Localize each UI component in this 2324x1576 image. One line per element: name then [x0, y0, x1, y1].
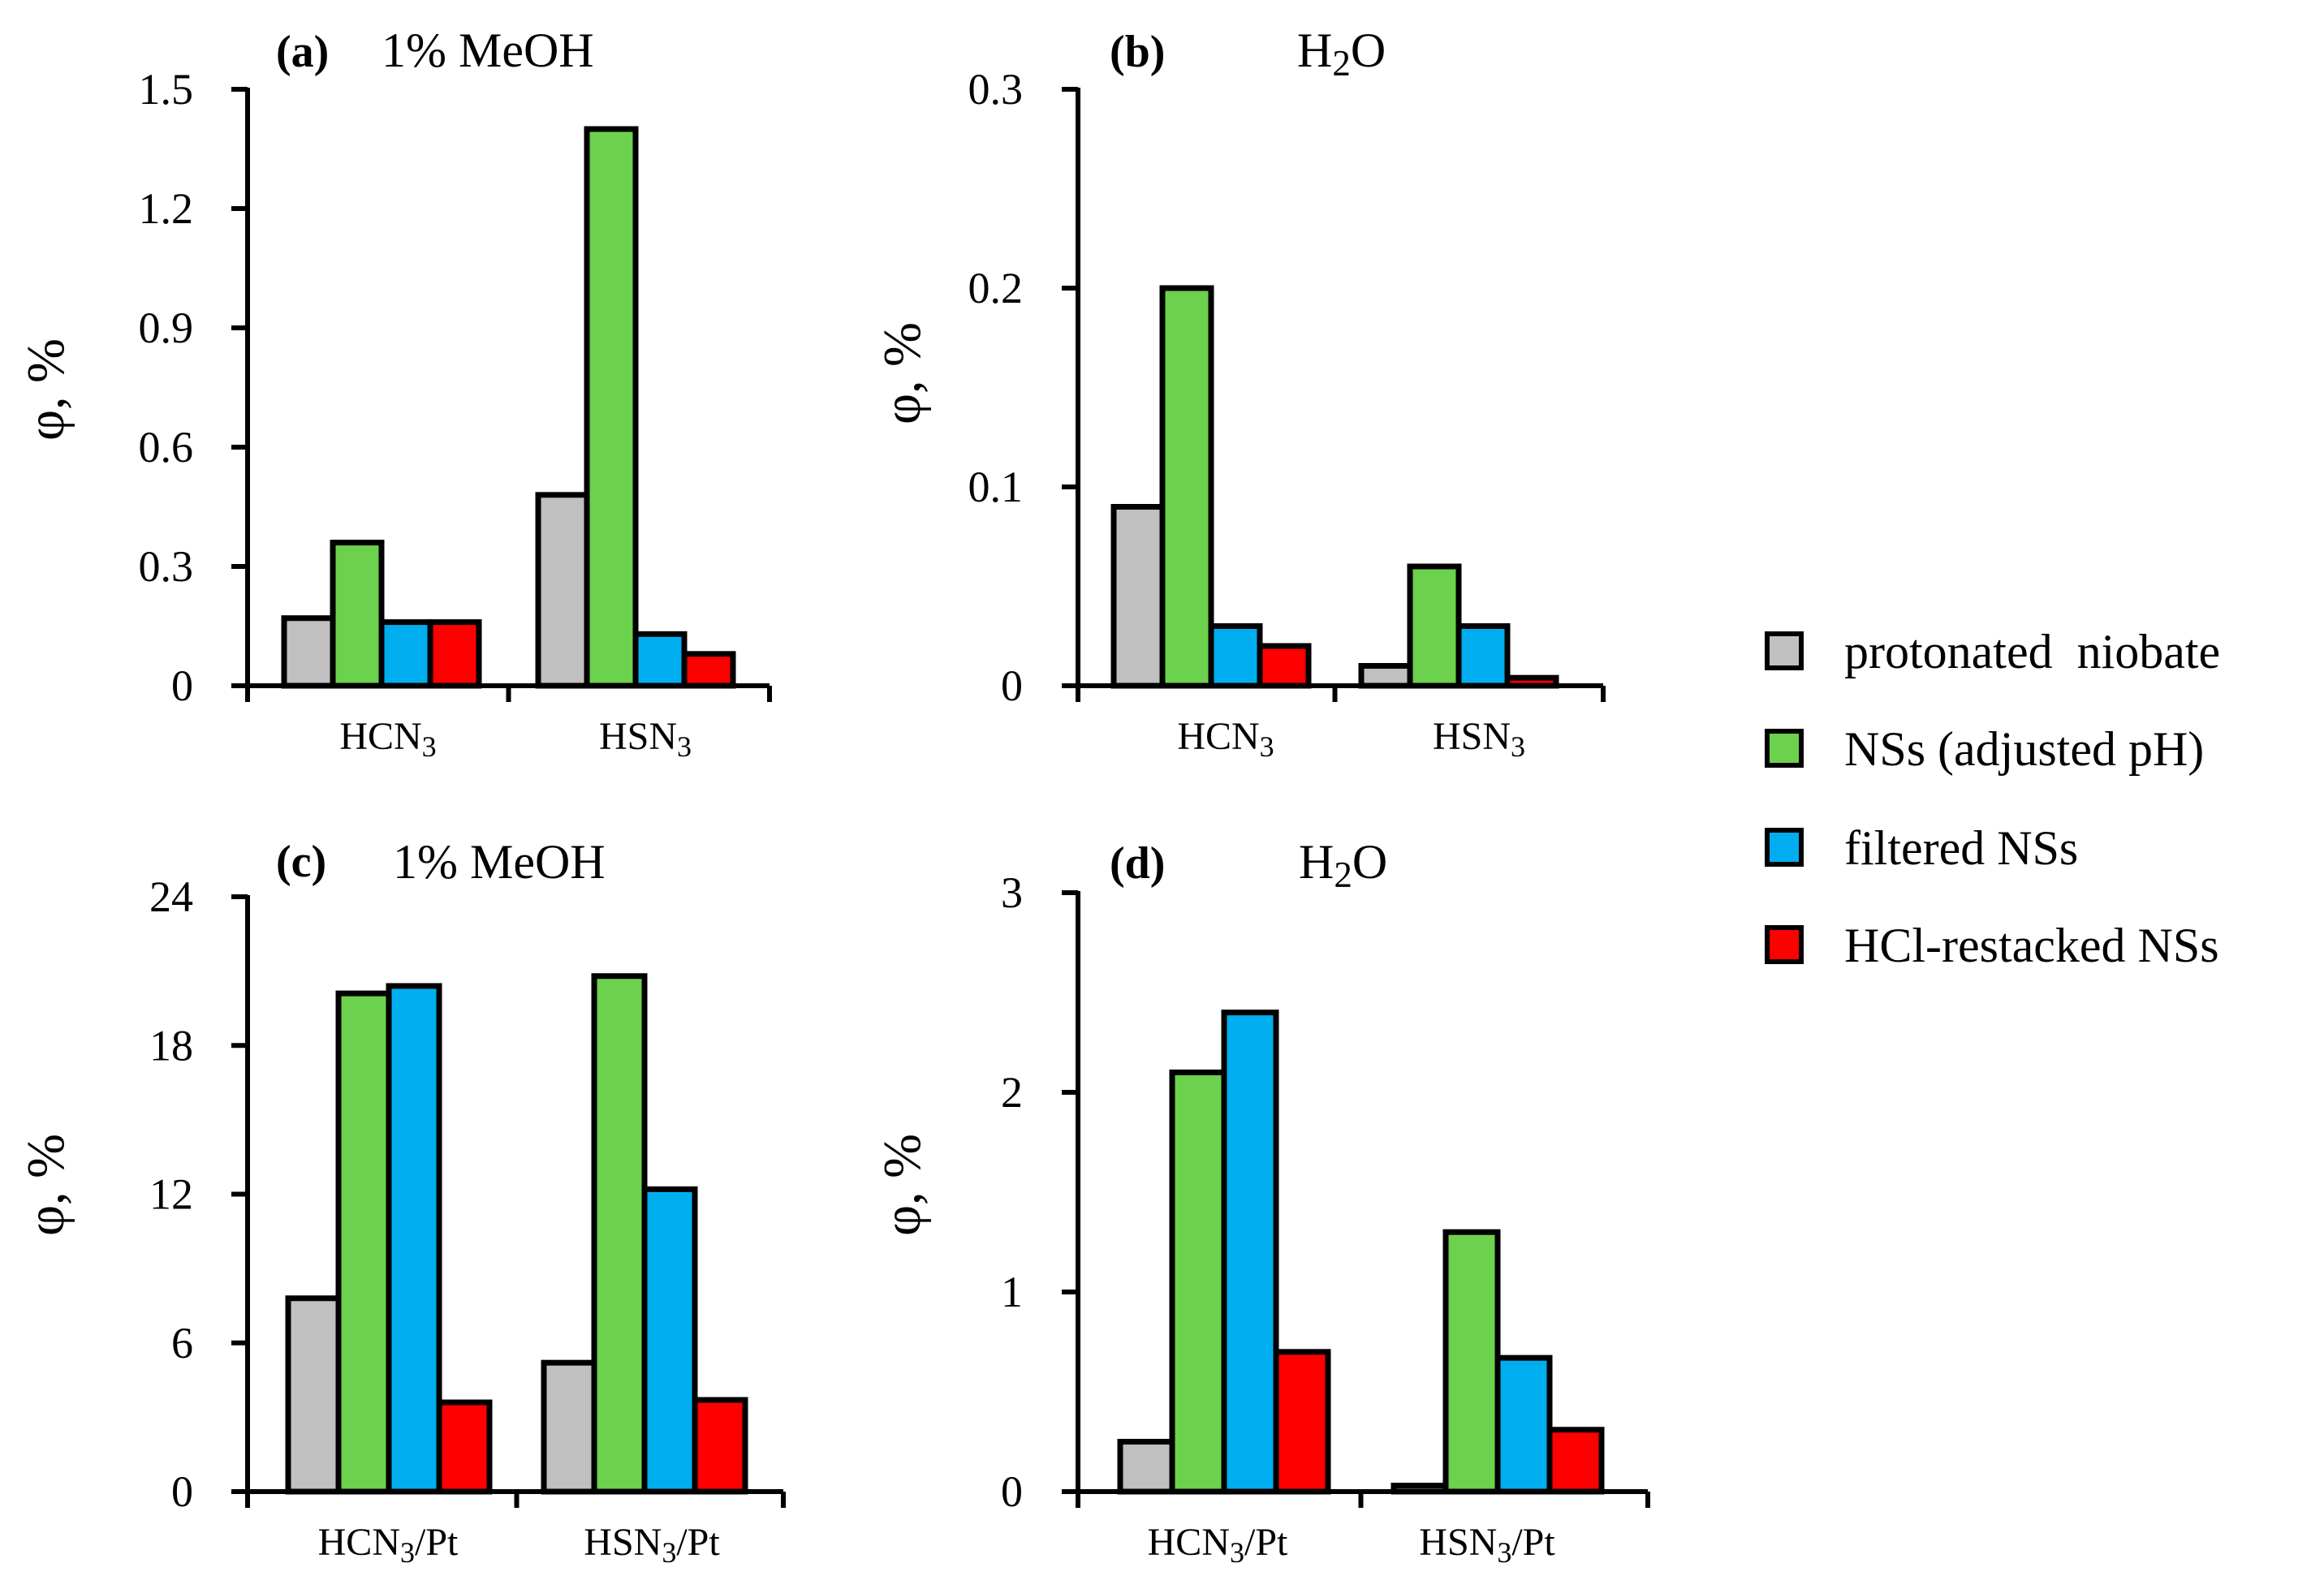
x-category-label: HSN3: [1433, 715, 1525, 763]
legend-swatch: [1765, 631, 1804, 670]
x-category-label: HSN3/Pt: [1419, 1521, 1555, 1569]
y-tick-label: 0.1: [968, 463, 1024, 511]
bar-hcl-restacked-nss-hcn: [1273, 1349, 1331, 1495]
bar-protonated-niobate-hsn: [535, 492, 590, 689]
chart-panel-4: 0 1 2 3 HCN3/Pt HSN3/Pt (d) H2O φ, %: [873, 835, 1650, 1569]
legend-swatch: [1765, 828, 1804, 867]
bar-filtered-nss-hsn: [1494, 1354, 1553, 1495]
y-axis-label: φ, %: [16, 338, 75, 441]
legend-label: filtered NSs: [1844, 821, 2078, 875]
y-tick-label: 6: [171, 1319, 193, 1367]
bar-hcl-restacked-nss-hcn: [1257, 643, 1312, 689]
bar-filtered-nss-hcn: [1208, 623, 1263, 689]
bar-protonated-niobate-hcn: [1110, 504, 1166, 689]
bar-protonated-niobate-hcn: [1117, 1439, 1175, 1495]
y-tick-label: 0.3: [968, 65, 1024, 114]
x-category-label: HCN3/Pt: [1148, 1521, 1288, 1569]
bar-nss-adjusted-ph--hcn: [1169, 1069, 1227, 1495]
legend-swatch: [1765, 925, 1804, 964]
bar-hcl-restacked-nss-hsn: [681, 651, 736, 689]
legend-swatch: [1765, 729, 1804, 768]
panel-condition: 1% MeOH: [382, 24, 594, 77]
y-tick-label: 0: [1001, 661, 1023, 710]
bar-hcl-restacked-nss-hcn: [436, 1399, 493, 1495]
bar-protonated-niobate-hcn: [281, 615, 336, 689]
bar-protonated-niobate-hcn: [285, 1295, 342, 1495]
x-category-label: HCN3/Pt: [318, 1521, 459, 1569]
chart-panel-3: 0 6 12 18 24 HCN3/Pt HSN3/Pt (c) 1% MeOH φ, %: [16, 835, 786, 1569]
bar-filtered-nss-hsn: [632, 631, 688, 689]
legend-label: NSs (adjusted pH): [1844, 722, 2204, 776]
chart-panel-1: 0 0.3 0.6 0.9 1.2 1.5 HCN3 HSN3 (a) 1% MeOH φ, %: [16, 24, 772, 763]
bar-hcl-restacked-nss-hsn: [1546, 1427, 1605, 1495]
panel-condition: H2O: [1299, 835, 1387, 895]
y-tick-label: 0.3: [139, 542, 194, 591]
panel-letter: (a): [276, 27, 329, 77]
x-category-label: HSN3: [599, 715, 692, 763]
panel-condition: 1% MeOH: [393, 835, 606, 889]
y-tick-label: 2: [1001, 1068, 1023, 1117]
legend-label: protonated niobate: [1844, 625, 2220, 678]
y-axis-label: φ, %: [16, 1134, 75, 1236]
chart-panel-2: 0 0.1 0.2 0.3 HCN3 HSN3 (b) H2O φ, %: [873, 24, 1606, 763]
bar-filtered-nss-hcn: [1221, 1010, 1279, 1495]
legend: protonated niobate NSs (adjusted pH) filte…: [1765, 625, 2220, 972]
bar-nss-adjusted-ph--hsn: [1407, 563, 1462, 689]
y-tick-label: 0: [171, 661, 193, 710]
y-tick-label: 0.6: [139, 423, 194, 472]
bar-nss-adjusted-ph--hcn: [1159, 285, 1214, 689]
bar-nss-adjusted-ph--hsn: [584, 126, 639, 689]
y-axis-label: φ, %: [873, 1134, 932, 1236]
x-category-label: HCN3: [339, 715, 436, 763]
y-tick-label: 1.5: [139, 65, 194, 114]
y-tick-label: 24: [149, 872, 193, 921]
legend-label: HCl-restacked NSs: [1844, 919, 2219, 972]
y-tick-label: 1: [1001, 1268, 1023, 1316]
bar-nss-adjusted-ph--hsn: [591, 973, 648, 1495]
y-tick-label: 0.2: [968, 264, 1024, 312]
x-category-label: HSN3/Pt: [584, 1521, 720, 1569]
y-tick-label: 18: [149, 1021, 193, 1070]
y-tick-label: 0: [171, 1467, 193, 1516]
y-tick-label: 0.9: [139, 304, 194, 352]
bar-nss-adjusted-ph--hcn: [330, 540, 385, 689]
panel-letter: (c): [276, 837, 326, 887]
x-category-label: HCN3: [1177, 715, 1274, 763]
bar-nss-adjusted-ph--hsn: [1442, 1229, 1501, 1495]
y-axis-label: φ, %: [873, 322, 932, 424]
bar-hcl-restacked-nss-hsn: [692, 1397, 748, 1495]
bar-nss-adjusted-ph--hcn: [335, 990, 392, 1495]
panel-condition: H2O: [1297, 24, 1386, 84]
bar-filtered-nss-hcn: [378, 619, 433, 689]
y-tick-label: 12: [149, 1170, 193, 1219]
bar-hcl-restacked-nss-hcn: [427, 619, 482, 689]
bar-protonated-niobate-hsn: [541, 1359, 597, 1495]
bar-protonated-niobate-hsn: [1358, 663, 1413, 689]
y-tick-label: 3: [1001, 868, 1023, 917]
panel-letter: (b): [1110, 27, 1165, 77]
y-tick-label: 1.2: [139, 184, 194, 233]
y-tick-label: 0: [1001, 1467, 1023, 1516]
bar-filtered-nss-hsn: [1455, 623, 1511, 689]
bar-filtered-nss-hcn: [386, 983, 442, 1495]
bar-filtered-nss-hsn: [641, 1186, 698, 1495]
panel-letter: (d): [1110, 838, 1165, 889]
